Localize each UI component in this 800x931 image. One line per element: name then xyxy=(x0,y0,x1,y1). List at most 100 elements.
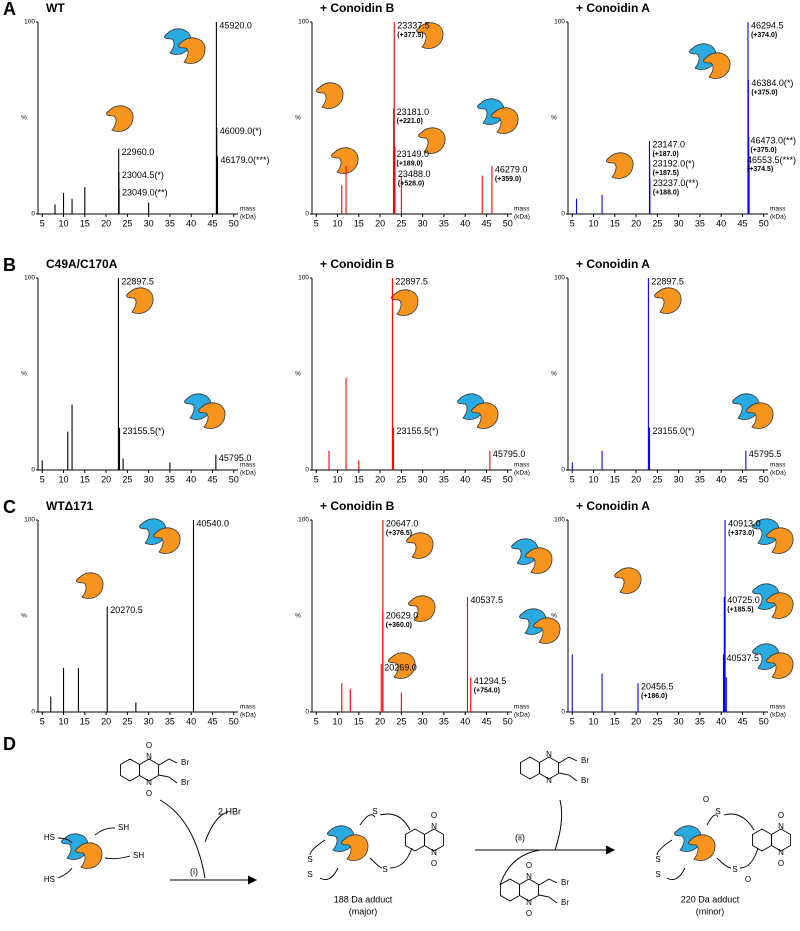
peak-label: 23155.5(*) xyxy=(123,426,165,436)
x-tick-label: 50 xyxy=(759,474,769,484)
x-axis-unit: (kDa) xyxy=(770,214,786,221)
x-tick-label: 5 xyxy=(314,474,319,484)
atom-label: N xyxy=(546,776,552,785)
bond xyxy=(656,813,759,881)
arrow-curve xyxy=(499,849,541,886)
x-axis-label: mass xyxy=(240,704,256,711)
protein-subunit xyxy=(614,567,642,594)
protein-subunit xyxy=(388,652,416,679)
atom-label: SH xyxy=(133,851,144,860)
x-tick-label: 25 xyxy=(396,218,406,228)
x-tick-label: 50 xyxy=(229,474,239,484)
mass-shift-label: (+374.0) xyxy=(751,32,777,39)
x-tick-label: 20 xyxy=(631,218,641,228)
peak-label: 40537.5 xyxy=(726,653,759,663)
mass-shift-label: (+377.5) xyxy=(397,32,423,39)
x-tick-label: 25 xyxy=(652,716,662,726)
x-tick-label: 5 xyxy=(40,218,45,228)
x-tick-label: 20 xyxy=(375,218,385,228)
protein-subunit xyxy=(178,37,206,64)
y-axis-label: % xyxy=(551,115,557,122)
y-axis-label: % xyxy=(295,613,301,620)
y-axis-label: % xyxy=(21,613,27,620)
atom-label: N xyxy=(146,778,152,787)
x-tick-label: 25 xyxy=(396,474,406,484)
atom-label: O xyxy=(431,811,437,820)
peak-label: 23155.0(*) xyxy=(653,426,695,436)
arrow-curve xyxy=(204,811,229,843)
protein-subunit xyxy=(106,105,134,132)
x-axis-label: mass xyxy=(240,462,256,469)
x-axis-unit: (kDa) xyxy=(514,712,530,719)
x-tick-label: 30 xyxy=(674,716,684,726)
peak-label: 40725.0 xyxy=(727,595,760,605)
x-tick-label: 45 xyxy=(207,218,217,228)
atom-label: S xyxy=(715,807,720,816)
ring xyxy=(500,878,520,902)
x-tick-label: 15 xyxy=(80,716,90,726)
x-tick-label: 50 xyxy=(229,218,239,228)
atom-label: O xyxy=(778,859,784,868)
atom-label: N xyxy=(526,898,532,907)
x-axis-label: mass xyxy=(514,206,530,213)
x-tick-label: 45 xyxy=(737,474,747,484)
y-tick-label: 0 xyxy=(31,467,35,474)
protein-subunit xyxy=(126,287,154,314)
mass-shift-label: (+187.0) xyxy=(652,151,678,158)
atom-label: Br xyxy=(181,758,189,767)
y-tick-label: 0 xyxy=(31,211,35,218)
chart-title: WT xyxy=(46,1,65,15)
protein-subunit xyxy=(316,82,344,109)
protein-subunit xyxy=(746,402,774,429)
y-tick-label: 100 xyxy=(554,19,565,26)
peak-label: 41294.5 xyxy=(474,676,507,686)
x-tick-label: 15 xyxy=(354,716,364,726)
peak-label: 23004.5(*) xyxy=(122,170,164,180)
atom-label: N xyxy=(778,848,784,857)
x-tick-label: 5 xyxy=(40,716,45,726)
y-axis-label: % xyxy=(21,371,27,378)
x-tick-label: 10 xyxy=(589,716,599,726)
x-tick-label: 40 xyxy=(460,474,470,484)
atom-label: HS xyxy=(44,875,55,884)
x-axis-label: mass xyxy=(240,206,256,213)
peak-label: 23181.0 xyxy=(397,107,430,117)
atom-label: N xyxy=(526,872,532,881)
x-axis-unit: (kDa) xyxy=(514,214,530,221)
y-tick-label: 0 xyxy=(561,467,565,474)
peak-label: 20269.0 xyxy=(384,662,417,672)
protein-subunit xyxy=(703,52,731,79)
peak-label: 22897.5 xyxy=(395,276,428,286)
atom-label: O xyxy=(431,859,437,868)
mass-shift-label: (+359.0) xyxy=(495,176,521,183)
y-tick-label: 100 xyxy=(24,19,35,26)
peak-label: 40913.0 xyxy=(728,518,761,528)
mass-shift-label: (+186.0) xyxy=(641,693,667,700)
peak-label: 23192.0(*) xyxy=(653,159,695,169)
protein-subunit xyxy=(198,402,226,429)
x-tick-label: 40 xyxy=(716,474,726,484)
ring xyxy=(120,758,140,782)
x-tick-label: 15 xyxy=(354,218,364,228)
x-tick-label: 10 xyxy=(59,716,69,726)
peak-label: 23337.5 xyxy=(397,20,430,30)
protein-subunit xyxy=(688,834,716,861)
protein-subunit xyxy=(654,287,682,314)
protein-subunit xyxy=(331,147,359,174)
x-tick-label: 10 xyxy=(333,716,343,726)
product-label: 220 Da adduct xyxy=(681,894,740,904)
peak-label: 46384.0(*) xyxy=(751,78,793,88)
x-tick-label: 45 xyxy=(481,716,491,726)
x-tick-label: 45 xyxy=(737,218,747,228)
ring xyxy=(771,828,791,852)
y-axis-label: % xyxy=(295,115,301,122)
x-tick-label: 50 xyxy=(503,474,513,484)
peak-label: 40540.0 xyxy=(196,518,229,528)
x-tick-label: 40 xyxy=(716,218,726,228)
x-tick-label: 45 xyxy=(481,218,491,228)
mass-shift-label: (+754.0) xyxy=(474,687,500,694)
x-tick-label: 50 xyxy=(759,218,769,228)
x-tick-label: 35 xyxy=(695,218,705,228)
x-tick-label: 20 xyxy=(101,474,111,484)
x-tick-label: 15 xyxy=(80,474,90,484)
